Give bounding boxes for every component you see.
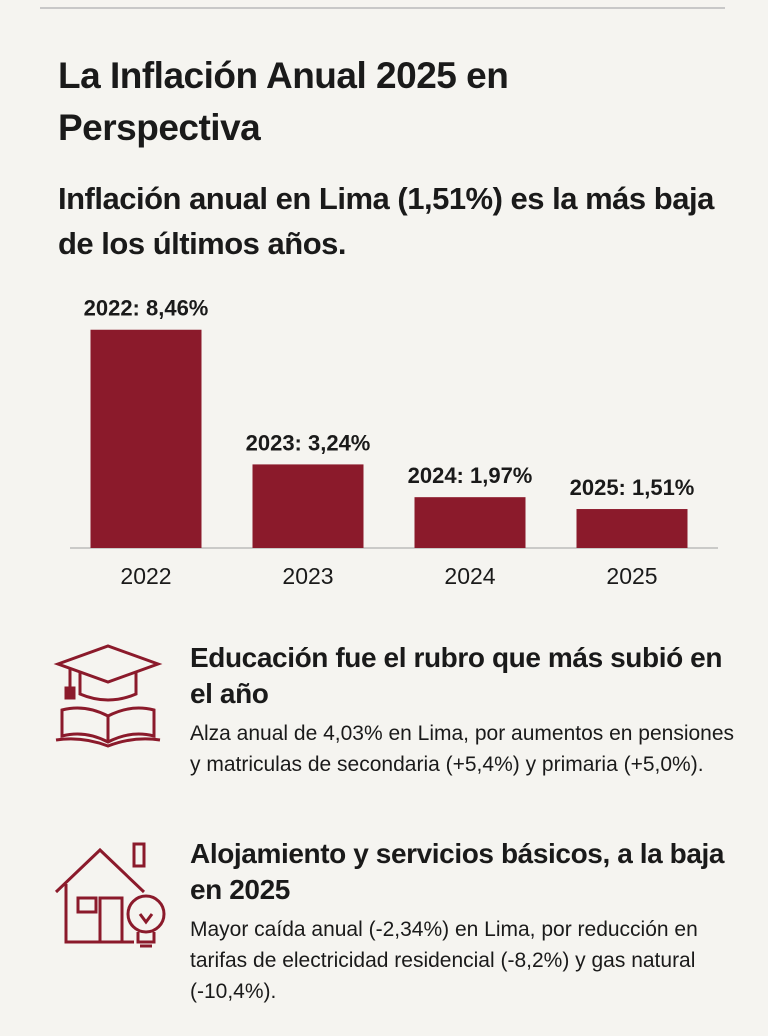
x-tick-label: 2024 <box>444 563 495 589</box>
section-heading: Alojamiento y servicios básicos, a la ba… <box>190 838 725 905</box>
bar <box>252 464 364 548</box>
section: Alojamiento y servicios básicos, a la ba… <box>190 836 750 1007</box>
chart: 2022: 8,46% 2022 2023: 3,24% 2023 2024: 1,97… <box>70 296 718 589</box>
bar <box>90 329 202 548</box>
education-icon <box>53 644 163 748</box>
value-label: 2022: 8,46% <box>84 296 209 321</box>
x-tick-label: 2022 <box>120 563 171 589</box>
bar <box>576 509 688 548</box>
bar <box>414 497 526 548</box>
section-body: Mayor caída anual (-2,34%) en Lima, por … <box>190 918 698 1003</box>
top-rule <box>40 7 725 9</box>
housing-icon <box>54 842 166 948</box>
section-heading: Educación fue el rubro que más subió en … <box>190 642 723 709</box>
x-tick-label: 2023 <box>282 563 333 589</box>
value-label: 2023: 3,24% <box>246 430 371 455</box>
value-label: 2024: 1,97% <box>408 463 533 488</box>
title: La Inflación Anual 2025 en Perspectiva <box>58 55 509 148</box>
section-body: Alza anual de 4,03% en Lima, por aumento… <box>190 722 735 776</box>
x-tick-label: 2025 <box>606 563 657 589</box>
subtitle: Inflación anual en Lima (1,51%) es la má… <box>58 181 714 261</box>
section: Educación fue el rubro que más subió en … <box>190 640 750 780</box>
value-label: 2025: 1,51% <box>570 475 695 500</box>
